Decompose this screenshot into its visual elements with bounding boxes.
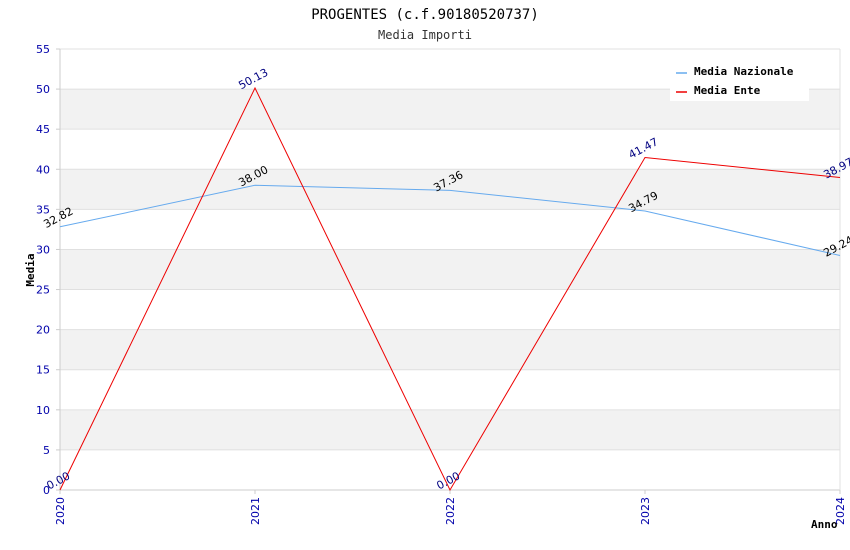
grid-band <box>60 249 840 290</box>
x-tick-label: 2021 <box>249 497 262 525</box>
x-axis-title: Anno <box>811 518 838 531</box>
y-tick-label: 0 <box>43 484 50 497</box>
legend: Media Nazionale Media Ente <box>670 58 809 101</box>
y-tick-label: 30 <box>36 243 50 256</box>
x-tick-label: 2024 <box>834 497 847 525</box>
x-tick-label: 2022 <box>444 497 457 525</box>
chart-subtitle: Media Importi <box>378 28 472 42</box>
y-tick-label: 5 <box>43 444 50 457</box>
grid-lines <box>60 48 840 491</box>
y-tick-label: 35 <box>36 203 50 216</box>
y-tick-label: 45 <box>36 123 50 136</box>
y-axis-title: Media <box>24 253 37 286</box>
y-tick-label: 20 <box>36 324 50 337</box>
chart-title: PROGENTES (c.f.90180520737) <box>311 7 539 23</box>
legend-box <box>670 58 809 101</box>
data-label: 0.00 <box>434 469 462 492</box>
x-ticks: 2020 2021 2022 2023 2024 <box>54 490 847 525</box>
x-tick-label: 2020 <box>54 497 67 525</box>
grid-band <box>60 329 840 370</box>
y-tick-label: 25 <box>36 284 50 297</box>
y-ticks: 0 5 10 15 20 25 30 35 40 45 50 55 <box>36 43 60 497</box>
data-label: 41.47 <box>626 135 660 161</box>
grid-bands <box>60 89 840 450</box>
data-label: 50.13 <box>236 66 270 92</box>
series-line-1 <box>59 86 841 492</box>
y-tick-label: 40 <box>36 163 50 176</box>
y-tick-label: 10 <box>36 404 50 417</box>
series-line-0 <box>59 184 841 256</box>
grid-band <box>60 169 840 210</box>
x-tick-label: 2023 <box>639 497 652 525</box>
legend-label-media-ente: Media Ente <box>694 84 761 97</box>
y-tick-label: 50 <box>36 83 50 96</box>
grid-band <box>60 409 840 450</box>
legend-label-media-nazionale: Media Nazionale <box>694 65 794 78</box>
series-group <box>59 86 841 492</box>
y-tick-label: 15 <box>36 364 50 377</box>
y-tick-label: 55 <box>36 43 50 56</box>
